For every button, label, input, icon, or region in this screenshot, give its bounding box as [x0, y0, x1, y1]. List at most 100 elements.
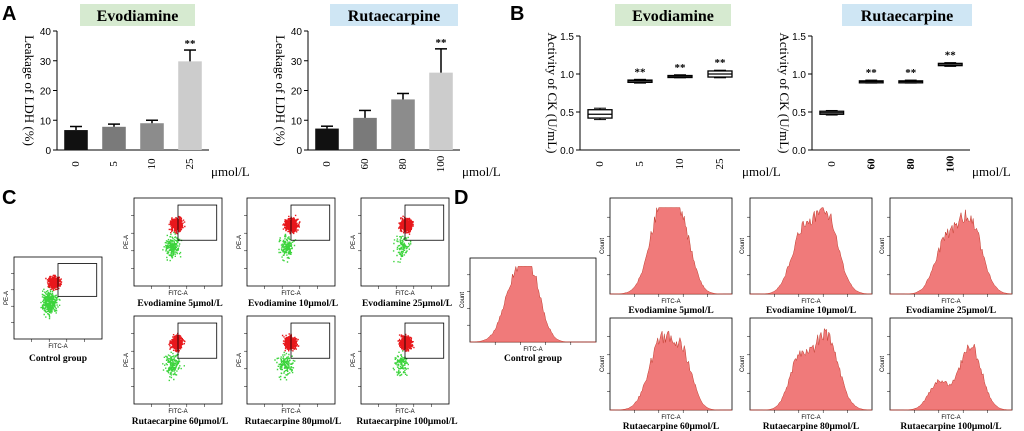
x-tick-label-a1: 25	[184, 158, 196, 170]
y-tick-label-a2: 30	[291, 57, 303, 68]
dot-plot-x-label: FITC-A	[395, 291, 414, 297]
x-tick-label-b2: 60	[865, 158, 877, 170]
histogram-y-label: Count	[740, 238, 746, 254]
y-tick-label-a1: 30	[40, 57, 52, 68]
histogram-caption: Evodiamine 5μmol/L	[628, 306, 713, 316]
dot-plot-points-green	[274, 351, 296, 381]
histogram-x-label: FITC-A	[941, 415, 960, 421]
x-tick-label-a2: 80	[397, 158, 409, 170]
y-tick-label-a1: 20	[40, 87, 52, 98]
histogram-x-label: FITC-A	[941, 299, 960, 305]
significance-label-b2: **	[866, 67, 878, 79]
chart-title-b1: Evodiamine	[632, 8, 714, 25]
y-axis-label-a1: Leakage of LDH (%)	[22, 35, 37, 146]
dot-plot-points-green	[162, 347, 185, 382]
x-unit-label-b2: μmol/L	[972, 164, 1011, 179]
x-tick-label-b2: 0	[826, 161, 838, 167]
chart-b1: Evodiamine Activity of CK (U/mL) 0.0 0.5 1.0…	[545, 4, 781, 179]
x-tick-label-b1: 5	[634, 161, 646, 167]
dot-plot-caption: Rutaecarpine 80μmol/L	[245, 417, 341, 427]
x-tick-label-a2: 60	[359, 158, 371, 170]
histogram-x-label: FITC-A	[523, 347, 542, 353]
bar-a2	[353, 117, 377, 150]
histogram-x-label: FITC-A	[801, 415, 820, 421]
histogram-caption: Rutaecarpine 60μmol/L	[623, 422, 719, 431]
histogram: FITC-A Count Rutaecarpine 60μmol/L	[600, 317, 733, 431]
bar-a1	[178, 61, 202, 150]
histogram-caption: Evodiamine 10μmol/L	[766, 306, 856, 316]
chart-title-box-b2	[842, 4, 972, 26]
dot-plot-x-label: FITC-A	[168, 409, 187, 415]
dot-plot-y-label: PE-A	[237, 353, 243, 367]
significance-label-b1: **	[675, 62, 687, 74]
x-tick-label-a1: 10	[146, 158, 158, 170]
dot-plot-points-red	[282, 214, 301, 235]
x-tick-label-b1: 25	[714, 158, 726, 170]
y-tick-label-a2: 0	[296, 146, 302, 157]
dot-plot-gate	[290, 204, 331, 241]
dot-plot: FITC-A PE-A Evodiamine 10μmol/L	[237, 197, 338, 309]
dot-plot-caption: Rutaecarpine 100μmol/L	[356, 417, 457, 427]
dot-plot-gate	[177, 322, 218, 359]
histogram: FITC-A Count Evodiamine 5μmol/L	[600, 197, 733, 316]
dot-plot-caption: Control group	[29, 354, 87, 364]
significance-label-b1: **	[635, 66, 647, 78]
panel-label-a: A	[2, 3, 16, 25]
significance-label-a2: **	[436, 37, 448, 49]
panel-label-b: B	[510, 3, 524, 25]
dot-plot-points-red	[281, 333, 300, 352]
dot-plot: FITC-A PE-A Rutaecarpine 60μmol/L	[124, 315, 228, 427]
chart-b2: Rutaecarpine Activity of CK (U/mL) 0.0 0.5 1…	[777, 4, 1011, 179]
dot-plot-gate	[290, 322, 331, 359]
chart-a1: Evodiamine Leakage of LDH (%) 0 10 20 30 40 0 5 1…	[22, 4, 250, 179]
dot-plot-gate	[404, 322, 445, 359]
dot-plot-caption: Evodiamine 5μmol/L	[137, 299, 222, 309]
histogram-caption: Rutaecarpine 80μmol/L	[763, 422, 859, 431]
dot-plot-x-label: FITC-A	[281, 291, 300, 297]
x-unit-label-b1: μmol/L	[742, 164, 781, 179]
histogram-area	[610, 207, 732, 295]
dot-plot-y-label: PE-A	[351, 353, 357, 367]
y-tick-label-b2: 0.0	[792, 146, 806, 157]
y-tick-label-a1: 40	[40, 27, 52, 38]
significance-label-b1: **	[715, 57, 727, 69]
histogram-y-label: Count	[460, 292, 466, 308]
y-tick-label-b2: 0.5	[792, 108, 806, 119]
dot-plot-y-label: PE-A	[351, 235, 357, 249]
significance-label-b2: **	[945, 50, 957, 62]
significance-label-a1: **	[185, 38, 197, 50]
dot-plot-gate	[404, 204, 445, 241]
x-unit-label-a1: μmol/L	[211, 164, 250, 179]
significance-label-b2: **	[905, 67, 917, 79]
y-tick-label-b2: 1.5	[792, 32, 806, 43]
dot-plot-gate	[57, 263, 98, 297]
histogram-y-label: Count	[740, 356, 746, 372]
dot-plot: FITC-A PE-A Control group	[4, 256, 103, 364]
x-tick-label-b1: 0	[594, 161, 606, 167]
dot-plot: FITC-A PE-A Evodiamine 5μmol/L	[124, 197, 223, 309]
dot-plot-points-red	[397, 333, 415, 352]
x-tick-label-b2: 100	[944, 155, 956, 172]
histogram-area	[890, 209, 1013, 295]
bar-a2	[429, 72, 453, 150]
bar-a1	[140, 123, 164, 150]
y-axis-label-a2: Leakage of LDH (%)	[273, 35, 288, 146]
y-tick-label-b1: 0.0	[560, 146, 574, 157]
chart-title-box-b1	[615, 4, 731, 26]
dot-plot-points-red	[168, 332, 186, 353]
dot-plot-x-label: FITC-A	[168, 291, 187, 297]
y-tick-label-a1: 10	[40, 116, 52, 127]
histogram-y-label: Count	[600, 356, 606, 372]
histogram-area	[469, 266, 596, 343]
histogram-area	[610, 330, 732, 411]
y-tick-label-a1: 0	[45, 146, 51, 157]
dot-plot: FITC-A PE-A Rutaecarpine 80μmol/L	[237, 315, 341, 427]
dot-plot-caption: Evodiamine 10μmol/L	[248, 299, 338, 309]
bar-a2	[315, 128, 339, 150]
dot-plot-caption: Evodiamine 25μmol/L	[362, 299, 452, 309]
dot-plot: FITC-A PE-A Evodiamine 25μmol/L	[351, 197, 452, 309]
histogram-x-label: FITC-A	[661, 415, 680, 421]
y-axis-label-b2: Activity of CK (U/mL)	[777, 33, 792, 154]
histogram-y-label: Count	[880, 238, 886, 254]
